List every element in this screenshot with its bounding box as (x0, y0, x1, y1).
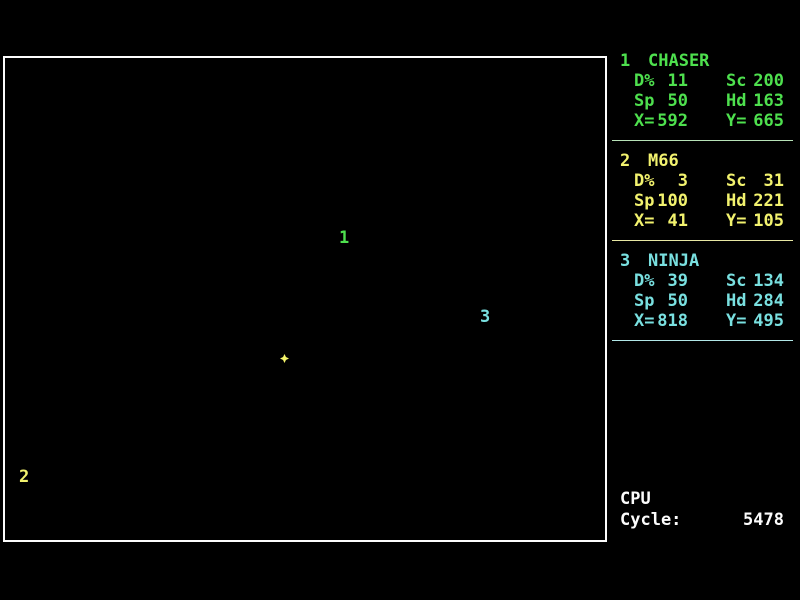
panel-divider (612, 140, 793, 141)
stat-scan-value: 200 (753, 71, 784, 91)
stat-x-value: 592 (657, 111, 688, 131)
stat-heading-label: Hd (726, 291, 747, 311)
stat-scan-label: Sc (726, 171, 747, 191)
stat-speed-value: 50 (667, 91, 688, 111)
robot-1-header: 1 CHASER (610, 52, 800, 72)
stat-damage-label: D% (634, 71, 655, 91)
robot-number: 2 (620, 151, 631, 171)
stat-x-label: X= (634, 111, 655, 131)
stat-damage-label: D% (634, 171, 655, 191)
stat-x-label: X= (634, 311, 655, 331)
robot-3-speed-heading-row: Sp 50 Hd 284 (610, 292, 800, 312)
robot-number: 3 (620, 251, 631, 271)
cycle-label: Cycle: (620, 510, 682, 530)
cpu-cycle-counter: CPU Cycle: 5478 (610, 490, 800, 534)
stat-x-value: 818 (657, 311, 688, 331)
robot-1-speed-heading-row: Sp 50 Hd 163 (610, 92, 800, 112)
panel-divider (612, 340, 793, 341)
robot-name: NINJA (648, 251, 700, 271)
stat-scan-label: Sc (726, 71, 747, 91)
robot-3-damage-scan-row: D% 39 Sc 134 (610, 272, 800, 292)
stat-damage-value: 3 (677, 171, 688, 191)
robot-1-position-row: X= 592 Y= 665 (610, 112, 800, 132)
cycle-value: 5478 (743, 510, 784, 530)
stat-speed-label: Sp (634, 191, 655, 211)
robot-2-status-panel: 2 M66 D% 3 Sc 31 Sp 100 Hd 221 X= 41 Y= … (610, 152, 800, 252)
robot-2-position-row: X= 41 Y= 105 (610, 212, 800, 232)
robot-3-position-row: X= 818 Y= 495 (610, 312, 800, 332)
stat-y-label: Y= (726, 111, 747, 131)
stat-scan-value: 134 (753, 271, 784, 291)
stat-heading-value: 221 (753, 191, 784, 211)
robot-2-damage-scan-row: D% 3 Sc 31 (610, 172, 800, 192)
stat-x-value: 41 (667, 211, 688, 231)
stat-heading-value: 284 (753, 291, 784, 311)
missile-sprite (280, 354, 289, 363)
robot-2-header: 2 M66 (610, 152, 800, 172)
stat-y-value: 665 (753, 111, 784, 131)
stat-heading-value: 163 (753, 91, 784, 111)
stat-x-label: X= (634, 211, 655, 231)
robot-2-marker: 2 (19, 467, 30, 487)
stat-speed-value: 100 (657, 191, 688, 211)
stat-y-label: Y= (726, 311, 747, 331)
stat-y-value: 105 (753, 211, 784, 231)
stat-y-value: 495 (753, 311, 784, 331)
stat-scan-label: Sc (726, 271, 747, 291)
robot-1-status-panel: 1 CHASER D% 11 Sc 200 Sp 50 Hd 163 X= 59… (610, 52, 800, 152)
stat-damage-label: D% (634, 271, 655, 291)
battle-arena: 1 2 3 (3, 56, 607, 542)
cpu-cycle-line: Cycle: 5478 (610, 511, 800, 531)
robot-number: 1 (620, 51, 631, 71)
stat-heading-label: Hd (726, 191, 747, 211)
stat-speed-value: 50 (667, 291, 688, 311)
stat-scan-value: 31 (763, 171, 784, 191)
robot-2-speed-heading-row: Sp 100 Hd 221 (610, 192, 800, 212)
robot-name: CHASER (648, 51, 710, 71)
stat-damage-value: 39 (667, 271, 688, 291)
robot-3-marker: 3 (480, 307, 491, 327)
panel-divider (612, 240, 793, 241)
robot-name: M66 (648, 151, 679, 171)
stat-y-label: Y= (726, 211, 747, 231)
cpu-title-line: CPU (610, 490, 800, 510)
stat-speed-label: Sp (634, 291, 655, 311)
stat-speed-label: Sp (634, 91, 655, 111)
robot-3-header: 3 NINJA (610, 252, 800, 272)
robot-3-status-panel: 3 NINJA D% 39 Sc 134 Sp 50 Hd 284 X= 818… (610, 252, 800, 352)
robot-1-marker: 1 (339, 228, 350, 248)
stat-heading-label: Hd (726, 91, 747, 111)
stat-damage-value: 11 (667, 71, 688, 91)
cpu-label: CPU (620, 489, 651, 509)
robot-1-damage-scan-row: D% 11 Sc 200 (610, 72, 800, 92)
